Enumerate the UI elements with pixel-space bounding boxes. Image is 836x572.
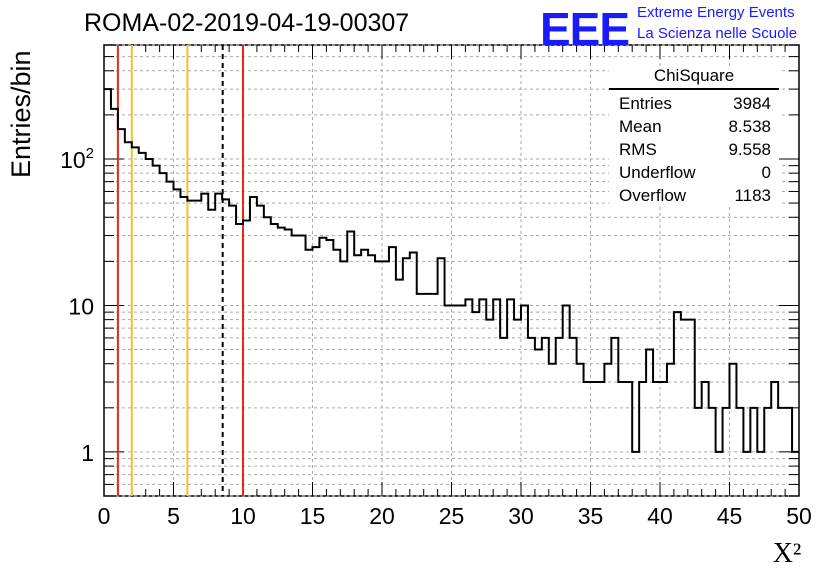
y-axis-label: Entries/bin <box>6 50 36 178</box>
x-tick-label: 10 <box>230 503 256 529</box>
y-tick-labels: 1 10 102 <box>60 145 94 466</box>
stats-value: 1183 <box>734 186 771 205</box>
x-tick-label: 40 <box>647 503 673 529</box>
stats-value: 3984 <box>733 94 771 113</box>
x-tick-label: 50 <box>786 503 812 529</box>
stats-label: RMS <box>619 140 657 159</box>
x-tick-label: 25 <box>439 503 465 529</box>
stats-row: RMS 9.558 <box>609 138 779 161</box>
x-tick-label: 5 <box>167 503 180 529</box>
y-tick-label: 10 <box>68 293 94 319</box>
x-tick-label: 0 <box>98 503 111 529</box>
stats-value: 9.558 <box>728 140 771 159</box>
stats-row: Entries 3984 <box>609 92 779 115</box>
histogram-series <box>104 88 799 453</box>
run-title: ROMA-02-2019-04-19-00307 <box>84 9 410 37</box>
logo-subtitle-2: La Scienza nelle Scuole <box>637 25 798 42</box>
stats-row: Overflow 1183 <box>609 184 779 207</box>
x-tick-label: 30 <box>508 503 534 529</box>
x-tick-labels: 0 5 10 15 20 25 30 35 40 45 50 <box>98 503 812 529</box>
stats-label: Underflow <box>619 163 696 182</box>
stats-value: 0 <box>761 163 771 182</box>
y-tick-label: 102 <box>60 145 94 173</box>
y-tick-label: 1 <box>81 440 94 466</box>
x-axis-label: X² <box>773 538 802 569</box>
eee-logo: EEE <box>540 3 630 55</box>
logo-subtitle-1: Extreme Energy Events <box>637 4 795 21</box>
axis-ticks <box>103 44 800 497</box>
x-tick-label: 15 <box>300 503 326 529</box>
grid <box>104 44 799 497</box>
stats-label: Entries <box>619 94 672 113</box>
stats-row: Underflow 0 <box>609 161 779 184</box>
stats-row: Mean 8.538 <box>609 115 779 138</box>
x-tick-label: 45 <box>717 503 743 529</box>
stats-label: Mean <box>619 117 662 136</box>
x-tick-label: 35 <box>578 503 604 529</box>
stats-value: 8.538 <box>728 117 771 136</box>
stats-title: ChiSquare <box>609 66 779 90</box>
stats-label: Overflow <box>619 186 687 205</box>
stats-box: ChiSquare Entries 3984 Mean 8.538 RMS 9.558… <box>609 66 779 207</box>
x-tick-label: 20 <box>369 503 395 529</box>
